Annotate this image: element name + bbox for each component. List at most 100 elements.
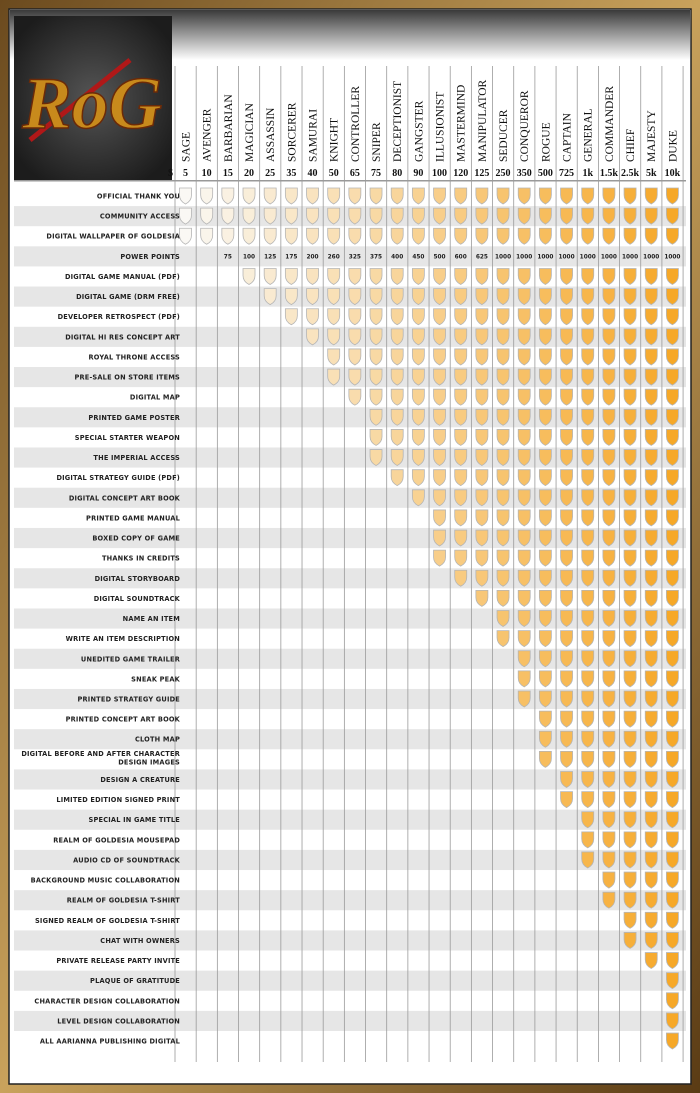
reward-shield (623, 710, 637, 728)
reward-shield (666, 952, 679, 970)
reward-shield (560, 308, 573, 326)
reward-shield (666, 328, 679, 346)
reward-shield (644, 388, 658, 406)
reward-label: DIGITAL GAME (DRM FREE) (76, 293, 180, 301)
reward-shield (263, 268, 277, 285)
reward-shield (666, 590, 679, 607)
reward-shield (560, 730, 573, 748)
reward-shield (369, 348, 383, 366)
reward-shield (623, 610, 637, 627)
reward-shield (538, 590, 552, 607)
reward-shield (666, 187, 679, 205)
reward-label: DIGITAL STRATEGY GUIDE (PDF) (56, 474, 180, 482)
reward-shield (538, 710, 552, 728)
reward-shield (517, 630, 531, 648)
reward-shield (602, 449, 616, 467)
reward-label: DIGITAL GAME MANUAL (PDF) (65, 273, 180, 281)
tier-price: 125 (474, 168, 489, 179)
reward-shield (602, 549, 616, 567)
reward-shield (538, 610, 552, 627)
reward-shield (475, 569, 489, 587)
reward-shield (644, 569, 658, 587)
reward-shield (581, 610, 595, 627)
reward-shield (560, 509, 573, 527)
reward-label: THANKS IN CREDITS (102, 555, 180, 563)
reward-shield (475, 408, 489, 426)
reward-shield (454, 449, 468, 467)
tier-name: CHIEF (625, 129, 637, 162)
reward-label: OFFICIAL THANK YOU (97, 193, 180, 201)
reward-label: ALL AARIANNA PUBLISHING DIGITAL (40, 1038, 181, 1046)
power-points: 175 (285, 254, 297, 260)
reward-shield (581, 750, 595, 768)
reward-shield (433, 429, 446, 446)
reward-shield (644, 408, 658, 426)
reward-shield (369, 449, 383, 467)
reward-shield (538, 449, 552, 467)
reward-shield (623, 590, 637, 607)
reward-shield (666, 610, 679, 627)
reward-shield (623, 268, 637, 285)
reward-shield (517, 227, 531, 245)
reward-shield (517, 429, 531, 446)
reward-shield (602, 388, 616, 406)
power-points: 1000 (495, 254, 511, 260)
reward-shield (411, 469, 425, 487)
tier-name: MANIPULATOR (477, 79, 489, 162)
reward-label: SPECIAL IN GAME TITLE (89, 816, 181, 824)
reward-shield (538, 368, 552, 386)
reward-shield (666, 710, 679, 728)
reward-shield (666, 268, 679, 285)
reward-shield (496, 509, 510, 527)
reward-shield (517, 207, 531, 225)
reward-shield (623, 388, 637, 406)
reward-shield (581, 771, 595, 788)
reward-shield (517, 449, 531, 467)
reward-shield (560, 408, 573, 426)
reward-shield (348, 308, 362, 326)
reward-label: DIGITAL WALLPAPER OF GOLDESIA (46, 233, 180, 241)
reward-shield (221, 187, 235, 205)
reward-shield (602, 610, 616, 627)
reward-shield (454, 469, 468, 487)
reward-label: LEVEL DESIGN COLLABORATION (57, 1017, 180, 1025)
reward-shield (411, 207, 425, 225)
reward-shield (666, 911, 679, 929)
reward-shield (390, 288, 404, 306)
reward-shield (560, 429, 573, 446)
tier-price: 1.5k (600, 168, 619, 179)
reward-label: SPECIAL STARTER WEAPON (75, 434, 180, 442)
tier-name: GENERAL (583, 108, 595, 162)
currency-label: $ (168, 168, 173, 179)
reward-shield (602, 207, 616, 225)
tier-price: 50 (329, 168, 339, 179)
reward-shield (644, 690, 658, 708)
reward-shield (496, 610, 510, 627)
reward-shield (517, 610, 531, 627)
reward-shield (538, 328, 552, 346)
reward-shield (666, 529, 679, 547)
reward-shield (560, 670, 573, 688)
tier-price: 120 (453, 168, 468, 179)
reward-shield (666, 408, 679, 426)
reward-shield (602, 630, 616, 648)
reward-shield (581, 670, 595, 688)
reward-shield (602, 811, 616, 829)
reward-shield (581, 831, 595, 849)
reward-shield (433, 549, 446, 567)
reward-shield (284, 308, 298, 326)
reward-shield (433, 308, 446, 326)
reward-shield (623, 187, 637, 205)
reward-shield (454, 489, 468, 507)
reward-shield (390, 348, 404, 366)
reward-shield (327, 348, 341, 366)
reward-shield (581, 710, 595, 728)
reward-shield (581, 529, 595, 547)
reward-shield (623, 348, 637, 366)
reward-label: WRITE AN ITEM DESCRIPTION (66, 635, 180, 643)
reward-shield (666, 670, 679, 688)
logo-sword (28, 58, 132, 142)
reward-shield (560, 549, 573, 567)
reward-shield (560, 750, 573, 768)
tier-name: ILLUSIONIST (435, 92, 447, 162)
